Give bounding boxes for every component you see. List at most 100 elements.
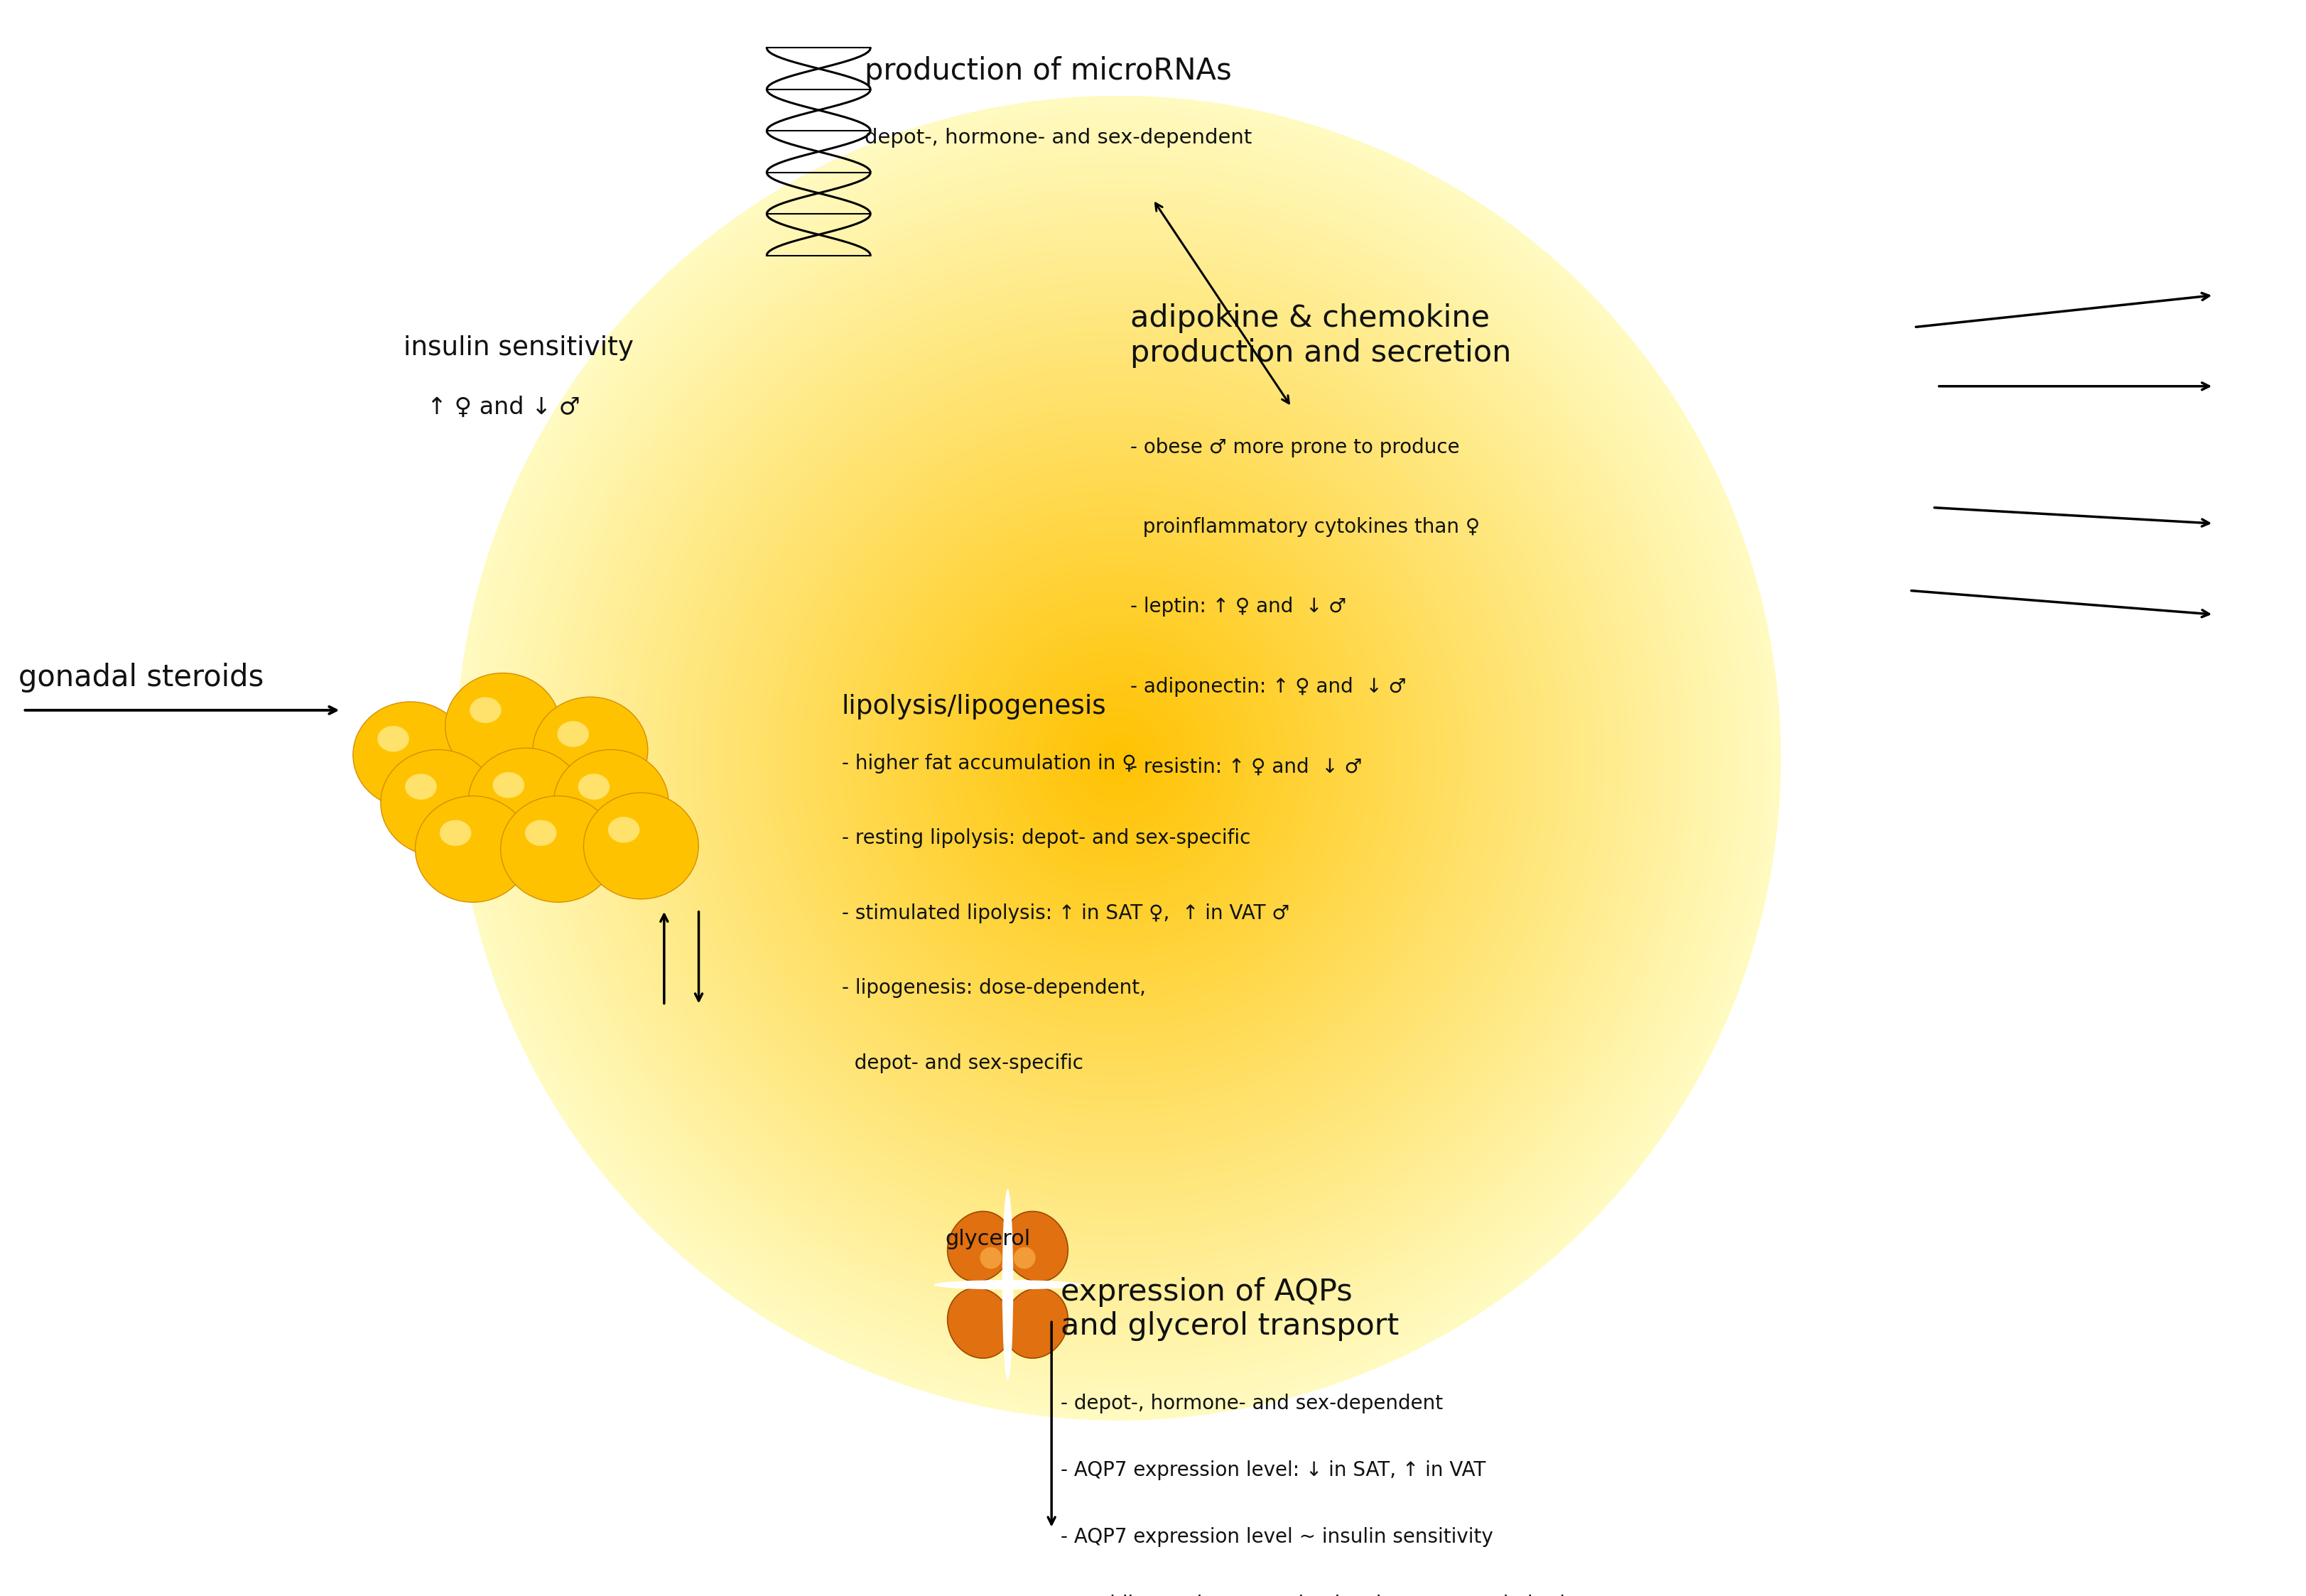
Text: - AQP7 expression level: ↓ in SAT, ↑ in VAT: - AQP7 expression level: ↓ in SAT, ↑ in … xyxy=(1061,1460,1485,1479)
Ellipse shape xyxy=(523,163,1713,1353)
Ellipse shape xyxy=(1061,699,1176,817)
Ellipse shape xyxy=(609,817,639,843)
Text: lipolysis/lipogenesis: lipolysis/lipogenesis xyxy=(842,694,1107,720)
Ellipse shape xyxy=(791,431,1446,1085)
Ellipse shape xyxy=(1010,650,1227,867)
Text: - AQP7 expression level ~ insulin sensitivity: - AQP7 expression level ~ insulin sensit… xyxy=(1061,1527,1494,1547)
Ellipse shape xyxy=(876,516,1361,1001)
Ellipse shape xyxy=(975,616,1261,900)
Text: - avoiding underexpression is advantageous in both sexes: - avoiding underexpression is advantageo… xyxy=(1061,1594,1635,1596)
Ellipse shape xyxy=(867,506,1370,1010)
Ellipse shape xyxy=(992,632,1245,884)
Ellipse shape xyxy=(842,482,1395,1034)
Text: ↑ ♀ and ↓ ♂: ↑ ♀ and ↓ ♂ xyxy=(427,396,579,420)
Ellipse shape xyxy=(1068,707,1169,809)
Ellipse shape xyxy=(540,180,1697,1336)
Text: depot-, hormone- and sex-dependent: depot-, hormone- and sex-dependent xyxy=(865,128,1252,147)
Ellipse shape xyxy=(1035,674,1201,843)
Ellipse shape xyxy=(1003,1288,1068,1358)
Ellipse shape xyxy=(1003,1211,1068,1282)
Ellipse shape xyxy=(1001,640,1236,876)
Ellipse shape xyxy=(1015,1246,1035,1269)
Ellipse shape xyxy=(353,702,468,808)
Text: production of microRNAs: production of microRNAs xyxy=(865,56,1231,86)
Ellipse shape xyxy=(1084,725,1153,792)
Ellipse shape xyxy=(909,549,1328,967)
Ellipse shape xyxy=(468,749,583,854)
Ellipse shape xyxy=(482,121,1755,1395)
Ellipse shape xyxy=(948,1211,1012,1282)
Text: - stimulated lipolysis: ↑ in SAT ♀,  ↑ in VAT ♂: - stimulated lipolysis: ↑ in SAT ♀, ↑ in… xyxy=(842,903,1289,922)
Text: insulin sensitivity: insulin sensitivity xyxy=(404,335,634,361)
Ellipse shape xyxy=(493,772,523,798)
Ellipse shape xyxy=(708,348,1529,1168)
Ellipse shape xyxy=(600,238,1637,1278)
Text: - lipogenesis: dose-dependent,: - lipogenesis: dose-dependent, xyxy=(842,978,1146,998)
Ellipse shape xyxy=(784,423,1453,1093)
Ellipse shape xyxy=(606,247,1630,1269)
Ellipse shape xyxy=(498,137,1739,1379)
Ellipse shape xyxy=(1026,666,1211,851)
Ellipse shape xyxy=(826,464,1411,1052)
Ellipse shape xyxy=(766,405,1471,1111)
Ellipse shape xyxy=(858,498,1379,1018)
Text: gonadal steroids: gonadal steroids xyxy=(18,662,263,693)
Ellipse shape xyxy=(724,364,1513,1152)
Ellipse shape xyxy=(673,314,1563,1202)
Ellipse shape xyxy=(715,356,1522,1160)
Ellipse shape xyxy=(553,750,669,855)
Ellipse shape xyxy=(489,129,1748,1387)
Ellipse shape xyxy=(579,774,609,800)
Ellipse shape xyxy=(526,820,556,846)
Ellipse shape xyxy=(1042,683,1195,833)
Ellipse shape xyxy=(1003,1189,1012,1381)
Ellipse shape xyxy=(581,222,1656,1294)
Text: proinflammatory cytokines than ♀: proinflammatory cytokines than ♀ xyxy=(1130,517,1480,536)
Text: - higher fat accumulation in ♀: - higher fat accumulation in ♀ xyxy=(842,753,1137,772)
Ellipse shape xyxy=(851,490,1386,1026)
Text: expression of AQPs
and glycerol transport: expression of AQPs and glycerol transpor… xyxy=(1061,1277,1400,1341)
Ellipse shape xyxy=(641,281,1596,1235)
Ellipse shape xyxy=(899,539,1337,977)
Ellipse shape xyxy=(807,448,1430,1068)
Ellipse shape xyxy=(918,557,1319,959)
Ellipse shape xyxy=(514,155,1723,1361)
Ellipse shape xyxy=(1093,733,1144,784)
Ellipse shape xyxy=(583,793,699,899)
Ellipse shape xyxy=(1017,658,1220,859)
Ellipse shape xyxy=(800,439,1437,1077)
Ellipse shape xyxy=(565,204,1672,1312)
Ellipse shape xyxy=(943,583,1294,934)
Text: glycerol: glycerol xyxy=(945,1229,1031,1250)
Text: - adiponectin: ↑ ♀ and  ↓ ♂: - adiponectin: ↑ ♀ and ↓ ♂ xyxy=(1130,677,1407,696)
Ellipse shape xyxy=(590,230,1646,1286)
Ellipse shape xyxy=(969,606,1268,910)
Ellipse shape xyxy=(648,289,1589,1227)
Ellipse shape xyxy=(380,750,496,855)
Text: depot- and sex-specific: depot- and sex-specific xyxy=(842,1053,1084,1073)
Ellipse shape xyxy=(623,263,1614,1253)
Ellipse shape xyxy=(406,774,436,800)
Ellipse shape xyxy=(1052,691,1185,825)
Ellipse shape xyxy=(440,820,470,846)
Ellipse shape xyxy=(934,1280,1082,1290)
Ellipse shape xyxy=(533,697,648,803)
Ellipse shape xyxy=(816,456,1420,1060)
Ellipse shape xyxy=(699,338,1538,1178)
Ellipse shape xyxy=(934,573,1303,943)
Ellipse shape xyxy=(832,472,1404,1044)
Ellipse shape xyxy=(632,271,1605,1245)
Text: - resistin: ↑ ♀ and  ↓ ♂: - resistin: ↑ ♀ and ↓ ♂ xyxy=(1130,757,1363,776)
Ellipse shape xyxy=(950,591,1287,926)
Ellipse shape xyxy=(378,726,408,752)
Ellipse shape xyxy=(1077,717,1160,800)
Text: adipokine & chemokine
production and secretion: adipokine & chemokine production and sec… xyxy=(1130,303,1510,367)
Ellipse shape xyxy=(556,196,1681,1320)
Ellipse shape xyxy=(980,1246,1001,1269)
Ellipse shape xyxy=(925,565,1312,951)
Ellipse shape xyxy=(733,372,1504,1144)
Ellipse shape xyxy=(530,171,1706,1345)
Ellipse shape xyxy=(883,523,1354,993)
Ellipse shape xyxy=(500,796,616,902)
Ellipse shape xyxy=(692,330,1545,1186)
